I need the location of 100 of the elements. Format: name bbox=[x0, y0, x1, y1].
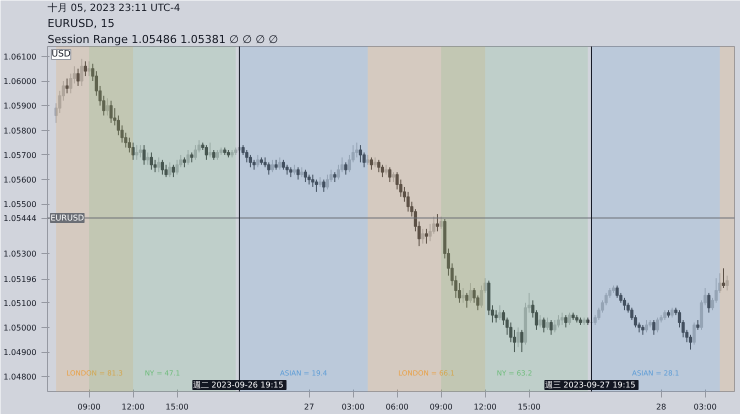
candlestick bbox=[289, 166, 292, 178]
candlestick bbox=[374, 156, 377, 168]
candlestick bbox=[428, 223, 432, 242]
candlestick bbox=[164, 164, 168, 178]
candlestick bbox=[256, 154, 260, 168]
candlestick bbox=[370, 156, 374, 170]
y-tick-label: 1.05700 bbox=[3, 150, 37, 160]
candlestick bbox=[285, 164, 289, 176]
y-tick-label: 1.05196 bbox=[3, 275, 37, 284]
candlestick bbox=[204, 144, 208, 160]
candlestick bbox=[465, 292, 468, 308]
candlestick bbox=[175, 159, 179, 176]
candlestick bbox=[182, 156, 186, 168]
candlestick bbox=[84, 60, 87, 77]
candlestick bbox=[498, 304, 502, 321]
x-tick-label: 09:00 bbox=[430, 402, 453, 412]
chart-subtitle: 十月 05, 2023 23:11 UTC-4 bbox=[48, 2, 180, 14]
y-tick-label: 1.05800 bbox=[3, 126, 37, 136]
candlestick bbox=[292, 164, 296, 176]
candlestick bbox=[380, 164, 384, 178]
ref-line-label: 週三 2023-09-27 19:15 bbox=[544, 380, 636, 390]
candlestick bbox=[692, 322, 696, 346]
candlestick bbox=[208, 142, 212, 158]
candlestick bbox=[168, 162, 172, 178]
candlestick bbox=[333, 172, 336, 183]
candlestick bbox=[366, 154, 370, 166]
candlestick bbox=[550, 320, 553, 336]
x-tick-label: 09:00 bbox=[78, 402, 101, 412]
candlestick bbox=[138, 144, 142, 158]
x-tick-label: 03:00 bbox=[694, 402, 717, 412]
candlestick bbox=[377, 159, 380, 173]
candlestick bbox=[212, 150, 216, 160]
candlestick bbox=[560, 312, 564, 326]
candlestick bbox=[516, 326, 520, 348]
candlestick bbox=[142, 144, 146, 166]
candlestick bbox=[641, 324, 644, 336]
y-tick-label: 1.05900 bbox=[3, 102, 37, 111]
x-tick-label: 15:00 bbox=[518, 402, 541, 412]
candlestick bbox=[172, 164, 176, 178]
candlestick bbox=[392, 172, 396, 183]
candlestick bbox=[65, 78, 69, 94]
candlestick bbox=[87, 60, 91, 77]
candlestick bbox=[160, 159, 164, 176]
candlestick bbox=[278, 156, 282, 170]
ref-line-label: EURUSD bbox=[50, 214, 84, 223]
candlestick bbox=[344, 162, 348, 176]
candlestick bbox=[318, 176, 322, 188]
candlestick bbox=[252, 159, 256, 170]
candlestick bbox=[652, 320, 656, 336]
candlestick bbox=[564, 314, 568, 328]
candlestick bbox=[726, 275, 729, 291]
y-tick-label: 1.05300 bbox=[3, 250, 37, 258]
candlestick bbox=[76, 68, 80, 86]
candlestick bbox=[696, 320, 700, 330]
candlestick bbox=[406, 191, 410, 212]
y-tick-label: 1.05000 bbox=[3, 323, 37, 332]
y-tick-label: 1.05100 bbox=[3, 298, 37, 308]
candlestick bbox=[282, 159, 286, 170]
candlestick bbox=[109, 100, 113, 124]
candlestick bbox=[135, 144, 138, 160]
candlestick bbox=[616, 285, 619, 298]
candlestick bbox=[267, 162, 270, 176]
candlestick bbox=[670, 307, 674, 318]
candlestick bbox=[462, 288, 465, 304]
candlestick bbox=[468, 282, 472, 304]
candlestick bbox=[644, 320, 648, 333]
candlestick bbox=[157, 156, 160, 173]
candlestick bbox=[270, 159, 274, 173]
candlestick bbox=[304, 169, 308, 183]
y-tick-label: 1.05500 bbox=[3, 200, 37, 210]
x-tick-label: 15:00 bbox=[166, 402, 189, 412]
candlestick bbox=[542, 317, 546, 333]
candlestick bbox=[186, 150, 190, 166]
candlestick bbox=[622, 297, 626, 311]
text: Session Range 1.05486 1.05381 ∅ ∅ ∅ ∅ bbox=[48, 33, 278, 46]
y-tick-label: 1.04900 bbox=[3, 348, 37, 358]
candlestick bbox=[424, 228, 428, 244]
candlestick bbox=[241, 144, 245, 156]
ref-line-label: 週二 2023-09-26 19:15 bbox=[192, 380, 284, 390]
candlestick bbox=[248, 154, 252, 168]
candlestick bbox=[707, 292, 710, 314]
y-tick-label: 1.05600 bbox=[3, 176, 37, 185]
candlestick bbox=[688, 334, 692, 350]
candlestick bbox=[421, 228, 424, 244]
candlestick bbox=[106, 98, 109, 116]
candlestick bbox=[146, 152, 150, 166]
candlestick bbox=[384, 164, 388, 176]
candlestick bbox=[538, 314, 542, 328]
annotation: USD bbox=[52, 50, 71, 60]
candlestick bbox=[300, 166, 304, 178]
x-tick-label: 27 bbox=[304, 402, 314, 412]
candlestick bbox=[216, 150, 220, 160]
candlestick bbox=[396, 172, 399, 190]
candlestick bbox=[263, 156, 267, 168]
candlestick bbox=[274, 159, 278, 170]
x-tick-label: 28 bbox=[656, 402, 666, 412]
candlestick bbox=[472, 288, 476, 304]
candlestick bbox=[568, 312, 572, 326]
candlestick bbox=[546, 317, 550, 330]
candlestick bbox=[722, 268, 726, 288]
